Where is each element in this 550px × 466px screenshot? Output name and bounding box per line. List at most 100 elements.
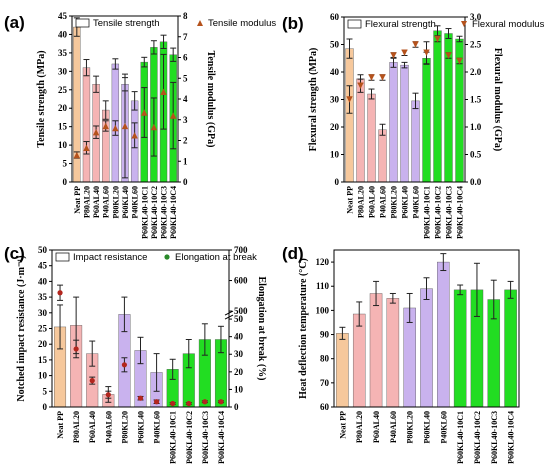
right-axis-title: Elongation at break (%) — [256, 277, 267, 381]
dot-marker-P60KL40-10C1 — [170, 400, 176, 407]
triangle-marker-P60AL40 — [92, 129, 100, 136]
dot-marker-P40KL60 — [153, 399, 160, 405]
category-label: P80KL20 — [406, 411, 415, 443]
bar-P60AL40 — [369, 293, 383, 408]
left-axis-title: Flexural strength (MPa) — [308, 48, 319, 152]
right-tick-label: 8 — [183, 11, 188, 21]
category-label: P60KL40 — [137, 411, 146, 443]
panel-d-hdt: (d) 60 70 80 90 100 110 120 Heat deflection temp… — [282, 244, 520, 464]
legend-swatch-bar — [55, 252, 70, 262]
dot-marker-P80KL20 — [121, 362, 128, 368]
category-label: P60KL40-10C3 — [445, 186, 454, 239]
category-label: P60KL40-10C3 — [490, 411, 499, 464]
dot-marker-P60KL40-10C2 — [186, 400, 192, 407]
dot-marker-P60KL40-10C4 — [218, 399, 224, 405]
legend-swatch-bar — [75, 18, 90, 28]
left-tick-label: 5 — [43, 386, 48, 396]
left-tick-label: 30 — [38, 308, 48, 318]
category-label: P80KL20 — [120, 411, 129, 443]
bar-P40AL60 — [378, 129, 387, 183]
category-label: P60KL40 — [401, 186, 410, 218]
category-label: P40AL60 — [379, 186, 388, 218]
left-tick-label: 110 — [316, 281, 330, 291]
bar-P80AL20 — [82, 67, 91, 183]
legend-label-marker: Flexural modulus — [472, 19, 545, 30]
triangle-marker-P60KL40-10C3 — [160, 88, 167, 95]
left-tick-label: 30 — [58, 66, 68, 76]
category-label: P60KL40-10C1 — [140, 186, 149, 239]
right-tick-label: 2 — [183, 136, 188, 146]
left-tick-label: 40 — [38, 276, 48, 286]
triangle-marker-P60AL40 — [368, 74, 375, 81]
panel-label: (d) — [282, 244, 304, 263]
category-label: P60KL40-10C2 — [185, 411, 194, 464]
bar-Neat PP — [345, 48, 354, 183]
triangle-marker-P40AL60 — [379, 74, 386, 81]
right-tick-label: 700 — [234, 245, 248, 255]
category-label: P60KL40-10C4 — [507, 411, 516, 464]
left-axis-title: Notched impact resistance (J·m⁻¹) — [16, 255, 27, 401]
bar-P60KL40-10C1 — [422, 58, 431, 183]
left-axis-title: Heat deflection temperature (°C) — [298, 258, 309, 399]
dot-marker-P40AL60 — [105, 392, 111, 398]
right-tick-label: 5 — [183, 73, 188, 83]
legend-label-bar: Impact resistance — [73, 252, 147, 263]
category-label: P60KL40-10C4 — [169, 186, 178, 239]
triangle-marker-P60KL40-10C4 — [456, 57, 463, 65]
bar-P60AL40 — [367, 93, 376, 183]
legend-marker-triangle — [197, 20, 203, 26]
right-tick-label: 600 — [234, 276, 248, 286]
triangle-marker-P40KL60 — [412, 41, 419, 48]
left-tick-label: 15 — [38, 355, 48, 365]
category-label: P60KL40-10C4 — [456, 186, 465, 239]
right-tick-label: 1.5 — [470, 95, 482, 105]
left-tick-label: 100 — [316, 305, 330, 315]
legend-label-bar: Flexural strength — [365, 19, 436, 30]
category-label: P80AL20 — [72, 411, 81, 443]
category-label: P60KL40-10C2 — [150, 186, 159, 239]
legend-swatch-bar — [347, 19, 362, 29]
category-label: P80AL20 — [357, 186, 366, 218]
category-label: P60KL40 — [423, 411, 432, 443]
right-tick-label: 40 — [234, 332, 244, 342]
bar-P60KL40-10C4 — [504, 289, 517, 408]
bar-Neat PP — [336, 333, 349, 408]
left-tick-label: 70 — [320, 378, 330, 388]
right-tick-label: 0.5 — [470, 150, 482, 160]
right-tick-label: 0 — [183, 177, 188, 187]
right-tick-label: 1.0 — [470, 122, 482, 132]
left-axis-title: Tensile strength (MPa) — [36, 50, 47, 147]
left-tick-label: 90 — [320, 330, 330, 340]
right-axis-title: Flexural modulus (GPa) — [492, 48, 503, 151]
panel-label: (b) — [282, 14, 304, 33]
right-tick-label: 7 — [183, 32, 188, 42]
category-label: P40KL60 — [439, 411, 448, 443]
triangle-marker-P60KL40-10C2 — [434, 35, 441, 43]
right-tick-label: 20 — [234, 367, 244, 377]
dot-marker-Neat PP — [57, 290, 63, 296]
bar-P60KL40-10C2 — [433, 30, 442, 183]
left-tick-label: 20 — [58, 103, 68, 113]
legend-label-bar: Tensile strength — [93, 18, 160, 29]
right-tick-label: 2.0 — [470, 67, 482, 77]
right-tick-label: 1 — [183, 156, 188, 166]
legend: Impact resistance Elongation at break — [55, 252, 257, 263]
left-tick-label: 10 — [58, 140, 68, 150]
axis-break-gap — [226, 312, 234, 319]
dot-marker-P60AL40 — [89, 378, 95, 384]
category-label: P40AL60 — [389, 411, 398, 443]
legend: Flexural strength Flexural modulus — [347, 19, 545, 30]
right-axis-title: Tensile modulus (GPa) — [205, 51, 216, 148]
bar-P80AL20 — [352, 313, 366, 408]
legend-marker-triangle — [461, 21, 467, 27]
bar-P40KL60 — [437, 261, 450, 408]
triangle-marker-P60KL40-10C3 — [445, 52, 452, 59]
bar-P60KL40 — [400, 64, 409, 183]
left-tick-label: 0 — [43, 402, 48, 412]
category-label: P40KL60 — [153, 411, 162, 443]
category-label: P60KL40-10C4 — [217, 411, 226, 464]
right-tick-label: 0 — [234, 402, 239, 412]
